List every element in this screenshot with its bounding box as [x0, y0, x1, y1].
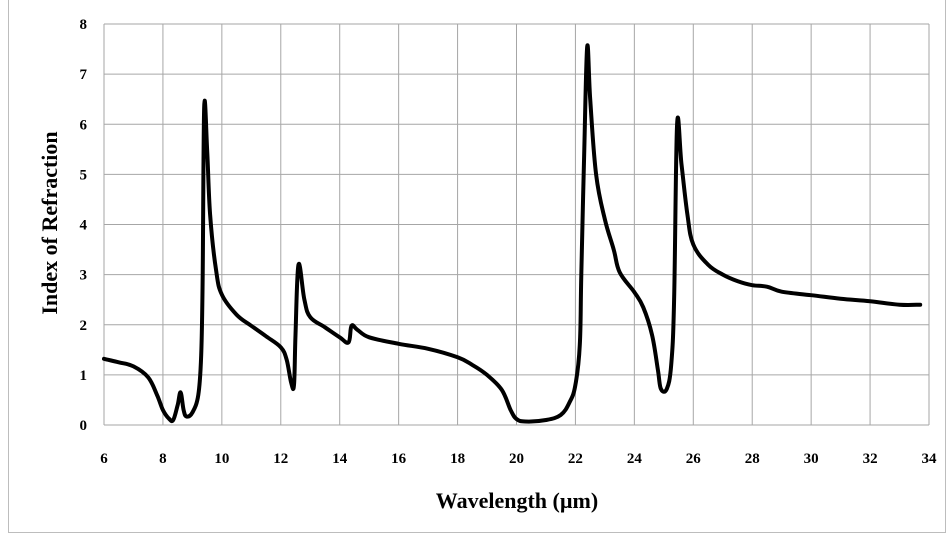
x-tick-label: 14: [332, 451, 348, 467]
y-tick-label: 4: [80, 218, 88, 234]
x-tick-label: 6: [100, 451, 108, 467]
x-tick-label: 34: [922, 451, 938, 467]
y-tick-label: 7: [80, 67, 88, 83]
x-tick-label: 10: [214, 451, 229, 467]
y-tick-label: 2: [80, 318, 88, 334]
series-line: [102, 43, 923, 424]
x-axis-title: Wavelength (µm): [436, 488, 598, 513]
x-tick-label: 8: [159, 451, 167, 467]
y-tick-label: 5: [80, 167, 88, 183]
x-tick-label: 30: [804, 451, 819, 467]
y-axis-title: Index of Refraction: [37, 131, 62, 314]
grid-lines: [103, 23, 930, 426]
y-tick-label: 0: [80, 418, 88, 434]
y-tick-label: 8: [80, 17, 88, 33]
y-tick-label: 3: [80, 268, 88, 284]
x-tick-label: 28: [745, 451, 760, 467]
x-tick-label: 32: [863, 451, 878, 467]
x-tick-label: 26: [686, 451, 702, 467]
x-tick-label: 24: [627, 451, 643, 467]
y-tick-label: 1: [80, 368, 88, 384]
x-tick-label: 22: [568, 451, 583, 467]
x-tick-label: 16: [391, 451, 407, 467]
x-tick-label: 12: [273, 451, 288, 467]
x-tick-label: 18: [450, 451, 465, 467]
chart-frame: [8, 0, 946, 533]
y-tick-label: 6: [80, 117, 88, 133]
x-tick-label: 20: [509, 451, 524, 467]
